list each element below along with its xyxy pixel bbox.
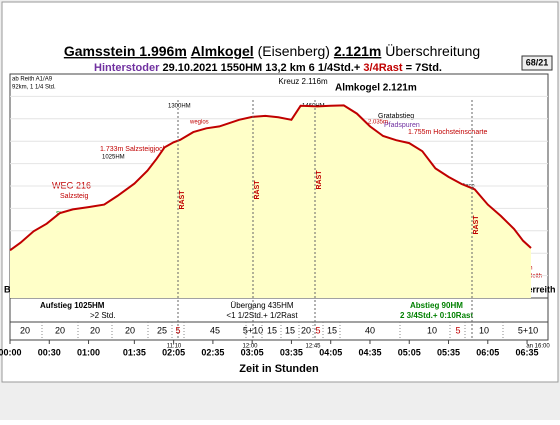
duration-label: 20 xyxy=(20,325,30,335)
annotation: WEG 216 xyxy=(52,180,91,190)
annotation: 12:00 xyxy=(242,344,258,350)
badge: 68/21 xyxy=(526,57,549,67)
duration-label: 20 xyxy=(125,325,135,335)
title-part: 2.121m xyxy=(334,43,381,59)
x-tick-label: 05:35 xyxy=(437,347,460,357)
plot-frame xyxy=(9,73,549,341)
x-tick-label: 04:35 xyxy=(358,347,381,357)
annotation: Gratabstieg xyxy=(378,113,414,120)
x-tick-label: 01:00 xyxy=(77,347,100,357)
profile-line xyxy=(9,104,532,252)
x-tick-label: 03:35 xyxy=(280,347,303,357)
rast-label: RAST xyxy=(316,170,323,190)
duration-label: 20 xyxy=(301,325,311,335)
annotation: 1300HM xyxy=(168,104,191,110)
duration-label: 5 xyxy=(455,325,460,335)
annotation: 92km, 1 1/4 Std. xyxy=(12,85,56,91)
badge-box xyxy=(521,55,553,71)
chart-title: Gamsstein 1.996m Almkogel (Eisenberg) 2.… xyxy=(64,42,480,59)
x-tick-label: 04:05 xyxy=(319,347,342,357)
annotation: Pfadspuren xyxy=(384,122,420,129)
x-tick-label: 00:00 xyxy=(0,347,22,357)
duration-label: 10 xyxy=(479,325,489,335)
x-tick-label: 03:05 xyxy=(241,347,264,357)
area-fill xyxy=(10,105,531,299)
duration-label: 5 xyxy=(315,325,320,335)
annotation: 2 3/4Std.+ 0:10Rast xyxy=(400,311,473,320)
subtitle-part: 13,2 km xyxy=(265,62,306,74)
title-part: Almkogel xyxy=(191,43,254,59)
annotation: Salzsteig xyxy=(60,193,89,200)
x-axis-label: Zeit in Stunden xyxy=(239,363,319,375)
x-tick-label: 05:05 xyxy=(398,347,421,357)
duration-label: 20 xyxy=(90,325,100,335)
x-tick-label: 00:30 xyxy=(38,347,61,357)
rast-label: RAST xyxy=(179,190,186,210)
duration-label: 15 xyxy=(285,325,295,335)
x-tick-label: 06:05 xyxy=(476,347,499,357)
title-part: Überschreitung xyxy=(385,42,480,59)
annotation: 1.733m Salzsteigjoch xyxy=(100,146,167,153)
duration-label: 25 xyxy=(157,325,167,335)
duration-label: 5 xyxy=(175,325,180,335)
duration-label: 5+10 xyxy=(518,325,538,335)
annotation: Übergang 435HM xyxy=(230,301,293,310)
annotation: >2 Std. xyxy=(90,311,116,320)
x-tick-label: 06:35 xyxy=(516,347,539,357)
annotation: 11:10 xyxy=(167,344,182,350)
annotation: Aufstieg 1025HM xyxy=(40,301,105,310)
annotation: 1025HM xyxy=(102,155,125,161)
duration-label: 15 xyxy=(267,325,277,335)
annotation: an 16:00 xyxy=(526,344,550,350)
title-part: Gamsstein 1.996m xyxy=(64,43,187,59)
annotation: Abstieg 90HM xyxy=(410,301,463,310)
duration-label: 45 xyxy=(210,325,220,335)
x-tick-label: 02:35 xyxy=(201,347,224,357)
annotation: Kreuz 2.116m xyxy=(278,77,328,86)
subtitle-part: 6 1/4Std.+ xyxy=(309,62,361,74)
annotation: 2.035m xyxy=(368,120,388,126)
subtitle-part: = 7Std. xyxy=(406,62,442,74)
subtitle-part: 3/4Rast xyxy=(363,62,402,74)
duration-label: 15 xyxy=(327,325,337,335)
subtitle-part: Hinterstoder xyxy=(94,62,160,74)
annotation: Almkogel 2.121m xyxy=(335,83,417,94)
subtitle: Hinterstoder 29.10.2021 1550HM 13,2 km 6… xyxy=(94,62,442,74)
rast-label: RAST xyxy=(473,215,480,235)
annotation: ab Reith A1/A9 xyxy=(12,77,53,83)
duration-label: 40 xyxy=(365,325,375,335)
subtitle-part: 1550HM xyxy=(221,62,263,74)
title-part: (Eisenberg) xyxy=(258,43,330,59)
duration-label: 5+10 xyxy=(243,325,263,335)
annotation: 1.755m Hochsteinscharte xyxy=(408,129,487,136)
x-tick-label: 01:35 xyxy=(123,347,146,357)
annotation: Reith xyxy=(528,274,542,280)
subtitle-part: 29.10.2021 xyxy=(162,62,217,74)
x-tick-label: 02:05 xyxy=(162,347,185,357)
duration-label: 10 xyxy=(427,325,437,335)
duration-label: 20 xyxy=(55,325,65,335)
annotation: 12:45 xyxy=(305,344,321,350)
rast-label: RAST xyxy=(254,180,261,200)
annotation: weglos xyxy=(189,120,209,126)
annotation: <1 1/2Std.+ 1/2Rast xyxy=(226,311,298,320)
